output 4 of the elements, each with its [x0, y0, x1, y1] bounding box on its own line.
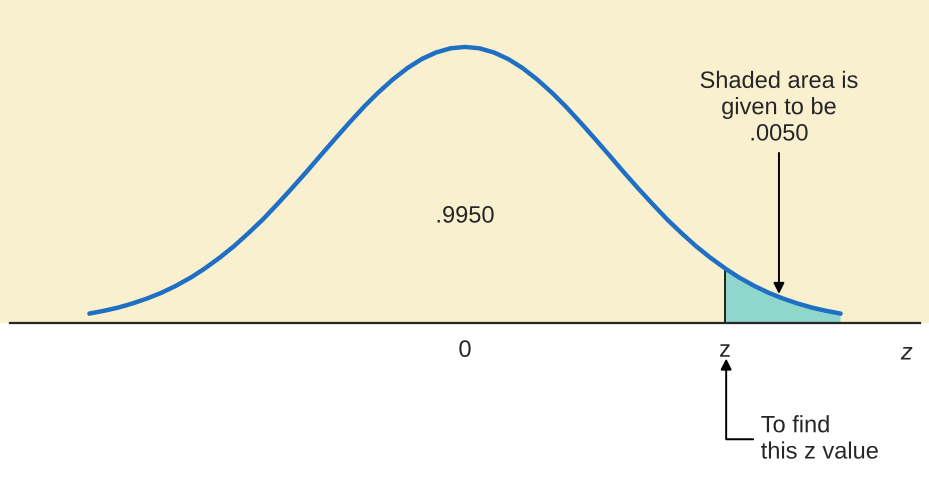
x-tick-label: 0 — [459, 340, 471, 358]
annotation: .9950 — [438, 206, 494, 223]
annotation: Shaded area is given to be .0050 — [700, 70, 858, 141]
text: To find this z value — [761, 415, 878, 459]
